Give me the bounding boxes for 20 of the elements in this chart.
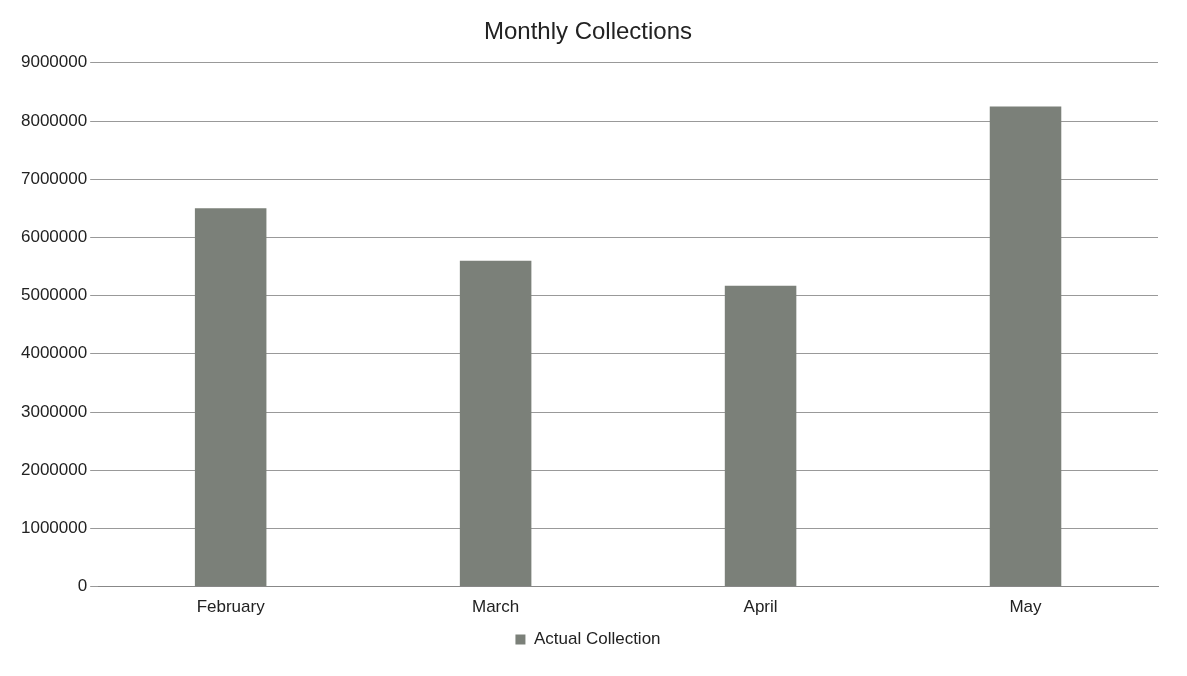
y-tick-label: 4000000 xyxy=(20,343,88,363)
x-tick-label: April xyxy=(743,597,778,617)
x-tick-label: May xyxy=(1009,597,1043,617)
bar xyxy=(194,208,267,587)
bar xyxy=(459,260,532,587)
y-tick-label: 5000000 xyxy=(20,285,88,305)
bar xyxy=(724,285,797,587)
bar xyxy=(989,106,1062,587)
y-tick-label: 1000000 xyxy=(20,518,88,538)
y-tick-label: 6000000 xyxy=(20,227,88,247)
y-tick-label: 2000000 xyxy=(20,459,88,479)
x-tick-label: March xyxy=(472,597,520,617)
y-tick-label: 9000000 xyxy=(20,52,88,72)
y-tick-label: 3000000 xyxy=(20,401,88,421)
legend-label: Actual Collection xyxy=(533,629,661,649)
chart-title: Monthly Collections xyxy=(483,17,693,45)
y-tick-label: 0 xyxy=(77,576,88,596)
x-tick-label: February xyxy=(196,597,266,617)
y-tick-label: 7000000 xyxy=(20,168,88,188)
y-tick-label: 8000000 xyxy=(20,110,88,130)
